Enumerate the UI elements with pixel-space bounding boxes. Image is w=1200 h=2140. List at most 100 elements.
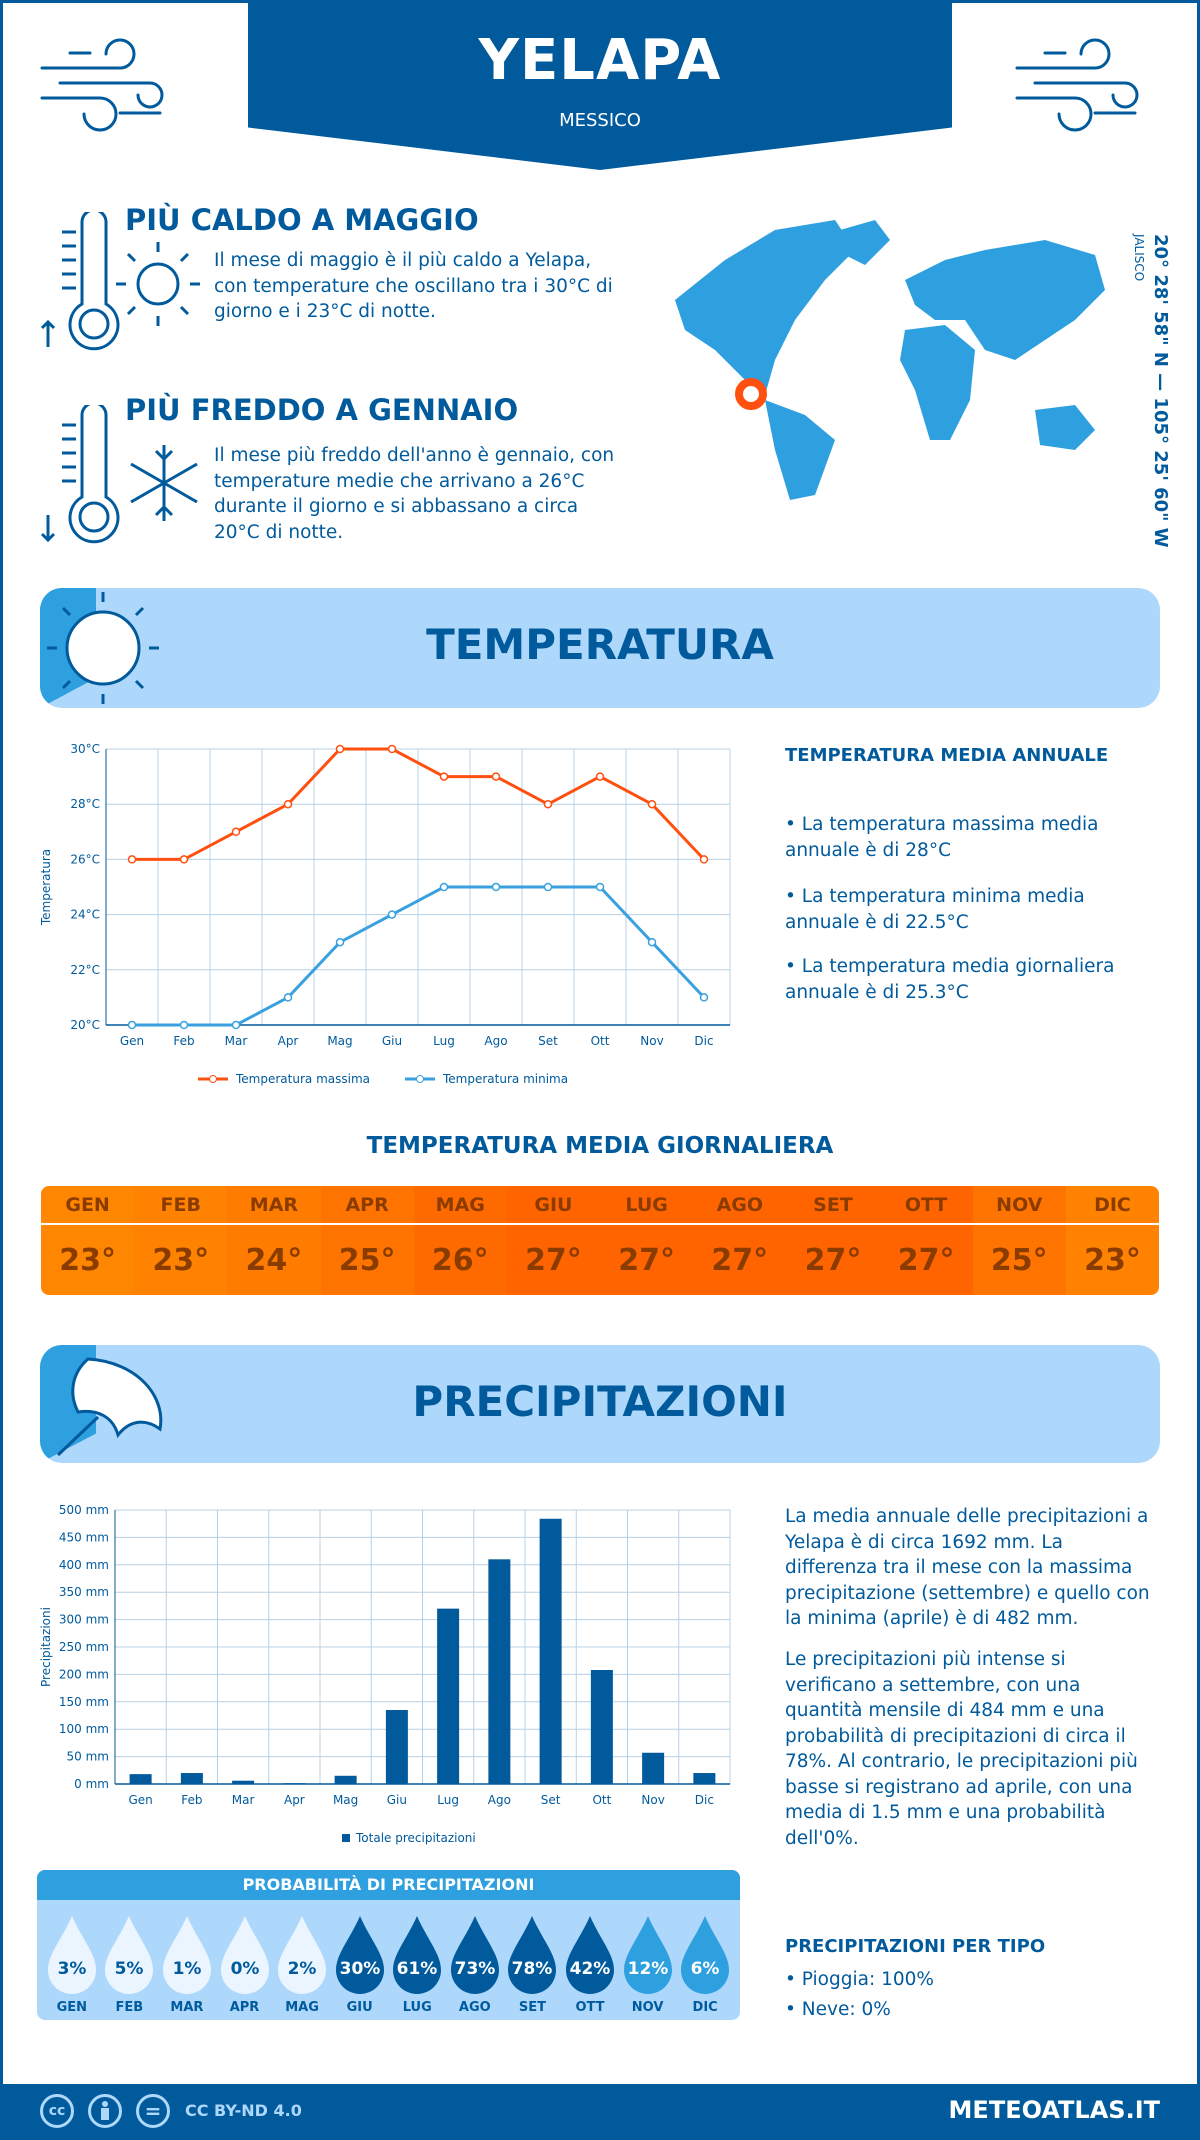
x-tick-label: Ago (484, 1034, 507, 1048)
probability-month: APR (229, 2000, 260, 2015)
probability-value: 3% (57, 1959, 86, 1979)
probability-month: MAG (285, 2000, 319, 2015)
data-point (179, 855, 189, 864)
probability-drop: 6% DIC (678, 1914, 732, 2015)
daily-value: 23° (152, 1242, 210, 1278)
probability-value: 2% (288, 1959, 317, 1979)
probability-drop: 12% NOV (621, 1914, 675, 2015)
probability-month: MAR (170, 2000, 204, 2015)
region-label: JALISCO (1132, 234, 1146, 282)
daily-cell: APR 25° (320, 1186, 414, 1295)
bar (590, 1670, 613, 1784)
site-link[interactable]: METEOATLAS.IT (948, 2096, 1160, 2124)
bar (437, 1608, 460, 1784)
y-tick-label: 20°C (70, 1018, 100, 1032)
world-map (675, 220, 1105, 500)
daily-value: 24° (245, 1242, 303, 1278)
precipitation-banner: PRECIPITAZIONI (40, 1345, 1160, 1463)
probability-value: 61% (397, 1959, 438, 1979)
data-point (335, 744, 345, 754)
probability-drop: 5% FEB (102, 1914, 156, 2015)
daily-cell: LUG 27° (600, 1186, 694, 1295)
temperature-chart: 20°C 22°C 24°C 26°C 28°C 30°C Gen Feb Mar Apr Mag G… (39, 742, 731, 1086)
hot-title: PIÙ CALDO A MAGGIO (125, 203, 479, 237)
x-tick-label: Mar (232, 1793, 255, 1807)
raindrop-icon: 5% (105, 1916, 154, 1994)
data-point (699, 993, 709, 1002)
snow-share: • Neve: 0% (785, 1999, 891, 2020)
daily-value: 27° (804, 1242, 862, 1278)
daily-cell: GEN 23° (41, 1186, 135, 1295)
daily-temperature-strip: GEN 23° FEB 23° MAR 24° APR 25° MAG 26° GIU 27° LUG 2… (41, 1186, 1159, 1295)
y-tick-label: 24°C (70, 908, 100, 922)
y-tick-label: 200 mm (59, 1667, 109, 1681)
daily-month: LUG (600, 1186, 694, 1225)
daily-value: 27° (618, 1242, 675, 1278)
data-point (335, 937, 345, 947)
daily-value: 23° (1084, 1242, 1141, 1278)
x-tick-label: Dic (694, 1034, 713, 1048)
daily-cell: MAG 26° (413, 1186, 507, 1295)
country-label: MESSICO (559, 110, 641, 131)
x-tick-label: Nov (640, 1034, 663, 1048)
data-point (543, 882, 553, 892)
x-tick-label: Ott (591, 1034, 610, 1048)
series-line (132, 885, 706, 1027)
no-derivatives-icon: = (136, 2094, 170, 2128)
probability-value: 78% (512, 1959, 553, 1979)
raindrop-icon: 12% (623, 1916, 672, 1994)
rain-share: • Pioggia: 100% (785, 1969, 934, 1990)
data-point (231, 827, 241, 837)
y-tick-label: 30°C (70, 742, 100, 756)
data-point (699, 855, 709, 864)
probability-title: PROBABILITÀ DI PRECIPITAZIONI (37, 1870, 740, 1900)
x-tick-label: Gen (128, 1793, 152, 1807)
y-tick-label: 400 mm (59, 1558, 109, 1572)
y-tick-label: 300 mm (59, 1613, 109, 1627)
sun-icon (47, 592, 159, 704)
data-point (647, 799, 657, 809)
daily-month: MAR (227, 1186, 321, 1225)
y-axis-label: Temperatura (39, 849, 53, 926)
license-label[interactable]: CC BY-ND 4.0 (185, 2101, 302, 2120)
bar (488, 1559, 511, 1784)
x-tick-label: Mag (333, 1793, 358, 1807)
location-marker (735, 378, 767, 410)
probability-month: FEB (115, 2000, 144, 2015)
precipitation-title: PRECIPITAZIONI (412, 1377, 788, 1426)
bar (385, 1710, 408, 1784)
footer: cc = CC BY-ND 4.0 METEOATLAS.IT (0, 2084, 1200, 2140)
series-line (132, 747, 706, 861)
probability-month: GEN (56, 2000, 87, 2015)
probability-value: 30% (339, 1959, 380, 1979)
probability-value: 73% (454, 1959, 495, 1979)
hot-text: Il mese di maggio è il più caldo a Yelap… (214, 250, 613, 322)
temp-summary-title: TEMPERATURA MEDIA ANNUALE (785, 745, 1109, 766)
daily-cell: OTT 27° (879, 1186, 973, 1295)
daily-month: MAG (413, 1186, 507, 1225)
precipitation-chart: 0 mm 50 mm 100 mm 150 mm 200 mm 250 mm 300 mm 3… (39, 1503, 731, 1845)
data-point (647, 937, 657, 947)
probability-month: GIU (346, 2000, 373, 2015)
probability-value: 0% (230, 1959, 259, 1979)
daily-month: GEN (41, 1186, 135, 1225)
daily-value: 26° (431, 1242, 489, 1278)
probability-month: NOV (631, 2000, 664, 2015)
bar (642, 1752, 665, 1784)
temperature-title: TEMPERATURA (426, 620, 774, 669)
bar (180, 1773, 203, 1784)
precip-type-title: PRECIPITAZIONI PER TIPO (785, 1936, 1046, 1957)
coordinates-label: 20° 28' 58" N — 105° 25' 60" W (1150, 234, 1171, 548)
daily-cell: DIC 23° (1065, 1186, 1159, 1295)
attribution-icon (88, 2094, 122, 2128)
x-tick-label: Mar (225, 1034, 248, 1048)
bar (539, 1518, 562, 1784)
probability-month: DIC (692, 2000, 718, 2015)
probability-drop: 78% SET (505, 1914, 559, 2015)
daily-value: 27° (711, 1242, 769, 1278)
legend-swatch (342, 1834, 350, 1842)
data-point (231, 1020, 241, 1030)
precip-probability-panel: PROBABILITÀ DI PRECIPITAZIONI 3% GEN 5% FEB… (37, 1870, 740, 2020)
x-tick-label: Lug (433, 1034, 455, 1048)
cold-text: Il mese più freddo dell'anno è gennaio, … (214, 445, 615, 543)
